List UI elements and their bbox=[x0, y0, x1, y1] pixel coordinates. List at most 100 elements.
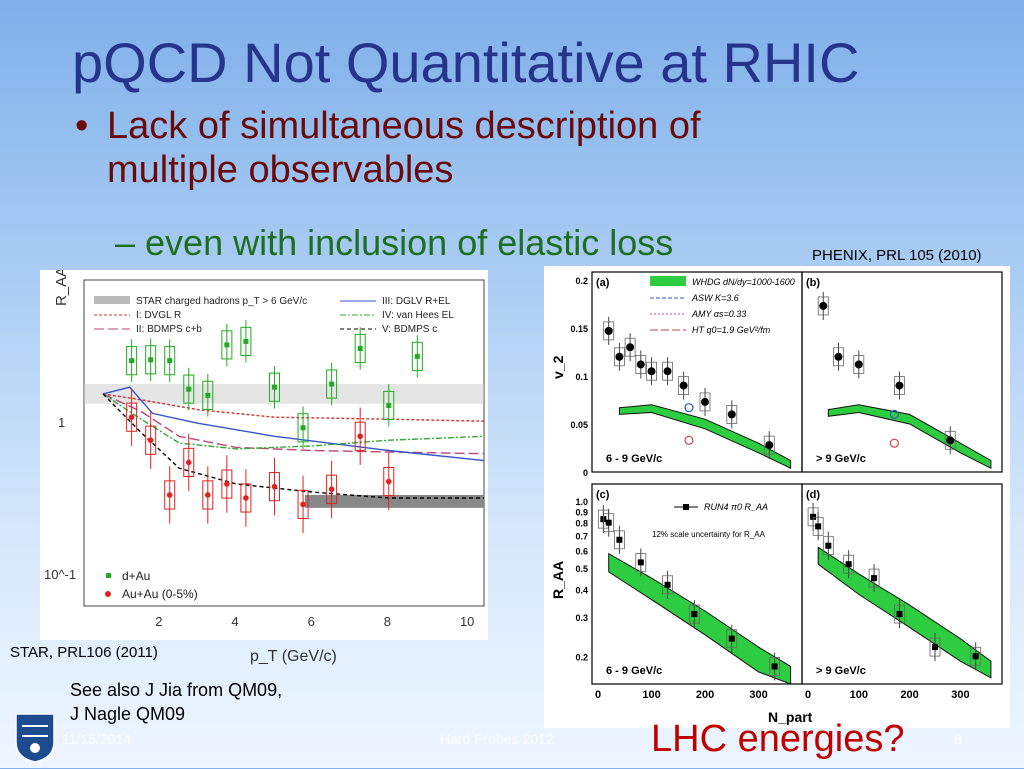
sys-box bbox=[822, 536, 834, 556]
sys-box bbox=[763, 435, 775, 455]
asw-marker bbox=[889, 409, 899, 419]
sys-box bbox=[326, 474, 338, 504]
sys-box bbox=[126, 346, 138, 376]
raa-point bbox=[845, 561, 852, 568]
dau-point bbox=[148, 357, 154, 363]
raa-point bbox=[810, 513, 817, 520]
y-tick-0.1: 10^-1 bbox=[44, 567, 76, 582]
ht-marker bbox=[684, 435, 694, 445]
legend-asw: ASW K=3.6 bbox=[691, 293, 739, 303]
sys-box bbox=[411, 341, 423, 371]
legend-star: STAR charged hadrons p_T > 6 GeV/c bbox=[136, 296, 307, 307]
sys-box bbox=[635, 355, 647, 374]
raa-point bbox=[637, 559, 644, 566]
legend-run4: RUN4 π0 R_AA bbox=[704, 502, 768, 512]
auau-point bbox=[300, 501, 306, 508]
phenix-legend: WHDG dN/dy=1000-1600 ASW K=3.6 AMY αs=0.… bbox=[650, 276, 795, 539]
v2-tick: 0.15 bbox=[570, 324, 588, 334]
v2-point bbox=[647, 367, 656, 376]
sys-box bbox=[817, 296, 829, 316]
see-also-note: See also J Jia from QM09, J Nagle QM09 bbox=[70, 678, 282, 726]
sys-box bbox=[354, 421, 366, 451]
whdg-band-a bbox=[618, 404, 792, 469]
sys-box bbox=[354, 333, 366, 364]
sys-box bbox=[383, 390, 395, 421]
v2-point bbox=[626, 343, 635, 352]
x-tick-6: 6 bbox=[308, 614, 315, 629]
sys-box bbox=[183, 374, 195, 404]
legend-amy: AMY αs=0.33 bbox=[691, 309, 746, 319]
legend-III: III: DGLV R+EL bbox=[382, 296, 451, 307]
sys-box bbox=[202, 380, 214, 410]
see-also-line-2: J Nagle QM09 bbox=[70, 704, 186, 724]
sys-box bbox=[624, 337, 636, 357]
footer-center: Hard Probes 2012 bbox=[440, 731, 554, 747]
raa-tick: 0.5 bbox=[575, 564, 588, 574]
v2-point bbox=[854, 360, 863, 369]
legend-whdg: WHDG dN/dy=1000-1600 bbox=[692, 277, 795, 287]
panel-d-range: > 9 GeV/c bbox=[816, 665, 866, 677]
sys-box bbox=[268, 472, 280, 502]
auau-point bbox=[128, 414, 135, 420]
raa-point bbox=[815, 523, 822, 530]
footer-date: 11/15/2014 bbox=[62, 731, 132, 747]
raa-tick: 1.0 bbox=[575, 497, 588, 507]
sys-box bbox=[164, 346, 176, 376]
x-tick-2: 2 bbox=[155, 614, 162, 629]
legend-dau: d+Au bbox=[122, 569, 150, 583]
page-number: 8 bbox=[954, 731, 962, 747]
phenix-chart: v_2 R_AA (a) 6 - 9 GeV/c (b) > 9 GeV/c (c) 6 … bbox=[544, 266, 1010, 728]
legend-II: II: BDMPS c+b bbox=[136, 324, 202, 335]
v2-point bbox=[946, 436, 955, 445]
dau-point bbox=[329, 381, 335, 387]
auau-point bbox=[357, 433, 363, 440]
raa-tick: 0.6 bbox=[575, 546, 588, 556]
auau-point bbox=[243, 495, 249, 501]
sub-bullet-text: – even with inclusion of elastic loss bbox=[115, 222, 674, 263]
sys-box bbox=[833, 347, 844, 367]
curve-I bbox=[102, 393, 485, 422]
dau-point bbox=[243, 338, 249, 344]
panel-b-range: > 9 GeV/c bbox=[816, 453, 866, 465]
sys-box bbox=[221, 469, 233, 499]
sys-box bbox=[297, 489, 309, 519]
sys-box bbox=[970, 646, 982, 666]
panel-c-label: (c) bbox=[596, 489, 610, 501]
sys-box bbox=[145, 345, 157, 375]
phenix-svg: v_2 R_AA (a) 6 - 9 GeV/c (b) > 9 GeV/c (c) 6 … bbox=[550, 271, 1003, 725]
raa-point bbox=[825, 542, 832, 549]
raa-tick: 0.8 bbox=[575, 519, 588, 529]
sys-box bbox=[646, 361, 657, 381]
sys-box bbox=[326, 369, 338, 399]
raa-tick: 0.4 bbox=[575, 585, 588, 595]
x-tick-8: 8 bbox=[384, 614, 391, 629]
raa-point bbox=[771, 663, 778, 670]
auau-point bbox=[147, 437, 154, 444]
v2-point bbox=[834, 352, 843, 361]
raa-tick: 0.9 bbox=[575, 507, 588, 517]
sys-box bbox=[240, 326, 252, 356]
star-hadron-band bbox=[304, 494, 484, 508]
v2-point bbox=[615, 352, 624, 361]
sys-box bbox=[614, 347, 625, 367]
v2-point bbox=[819, 301, 828, 310]
x-axis-label: p_T (GeV/c) bbox=[250, 648, 337, 665]
sys-box bbox=[894, 376, 905, 395]
npart-tick: 200 bbox=[696, 689, 714, 701]
auau-point bbox=[185, 459, 192, 466]
panel-b bbox=[801, 271, 1003, 473]
npart-tick: 0 bbox=[595, 689, 601, 701]
star-citation: STAR, PRL106 (2011) bbox=[10, 644, 158, 661]
raa-point bbox=[972, 653, 979, 660]
legend-auau: Au+Au (0-5%) bbox=[122, 587, 198, 601]
star-raa-svg: R_AA 1 10^-1 2 4 6 8 10 STAR charged hadrons… bbox=[44, 267, 485, 629]
raa-point bbox=[896, 611, 903, 618]
sys-box bbox=[268, 372, 280, 402]
npart-tick: 300 bbox=[951, 689, 969, 701]
auau-point bbox=[328, 486, 335, 493]
curve-V bbox=[102, 393, 484, 499]
bullet-point: • Lack of simultaneous description of mu… bbox=[75, 104, 875, 196]
panel-a-range: 6 - 9 GeV/c bbox=[606, 453, 662, 465]
npart-axis-label: N_part bbox=[768, 709, 813, 725]
sys-box bbox=[662, 361, 673, 381]
